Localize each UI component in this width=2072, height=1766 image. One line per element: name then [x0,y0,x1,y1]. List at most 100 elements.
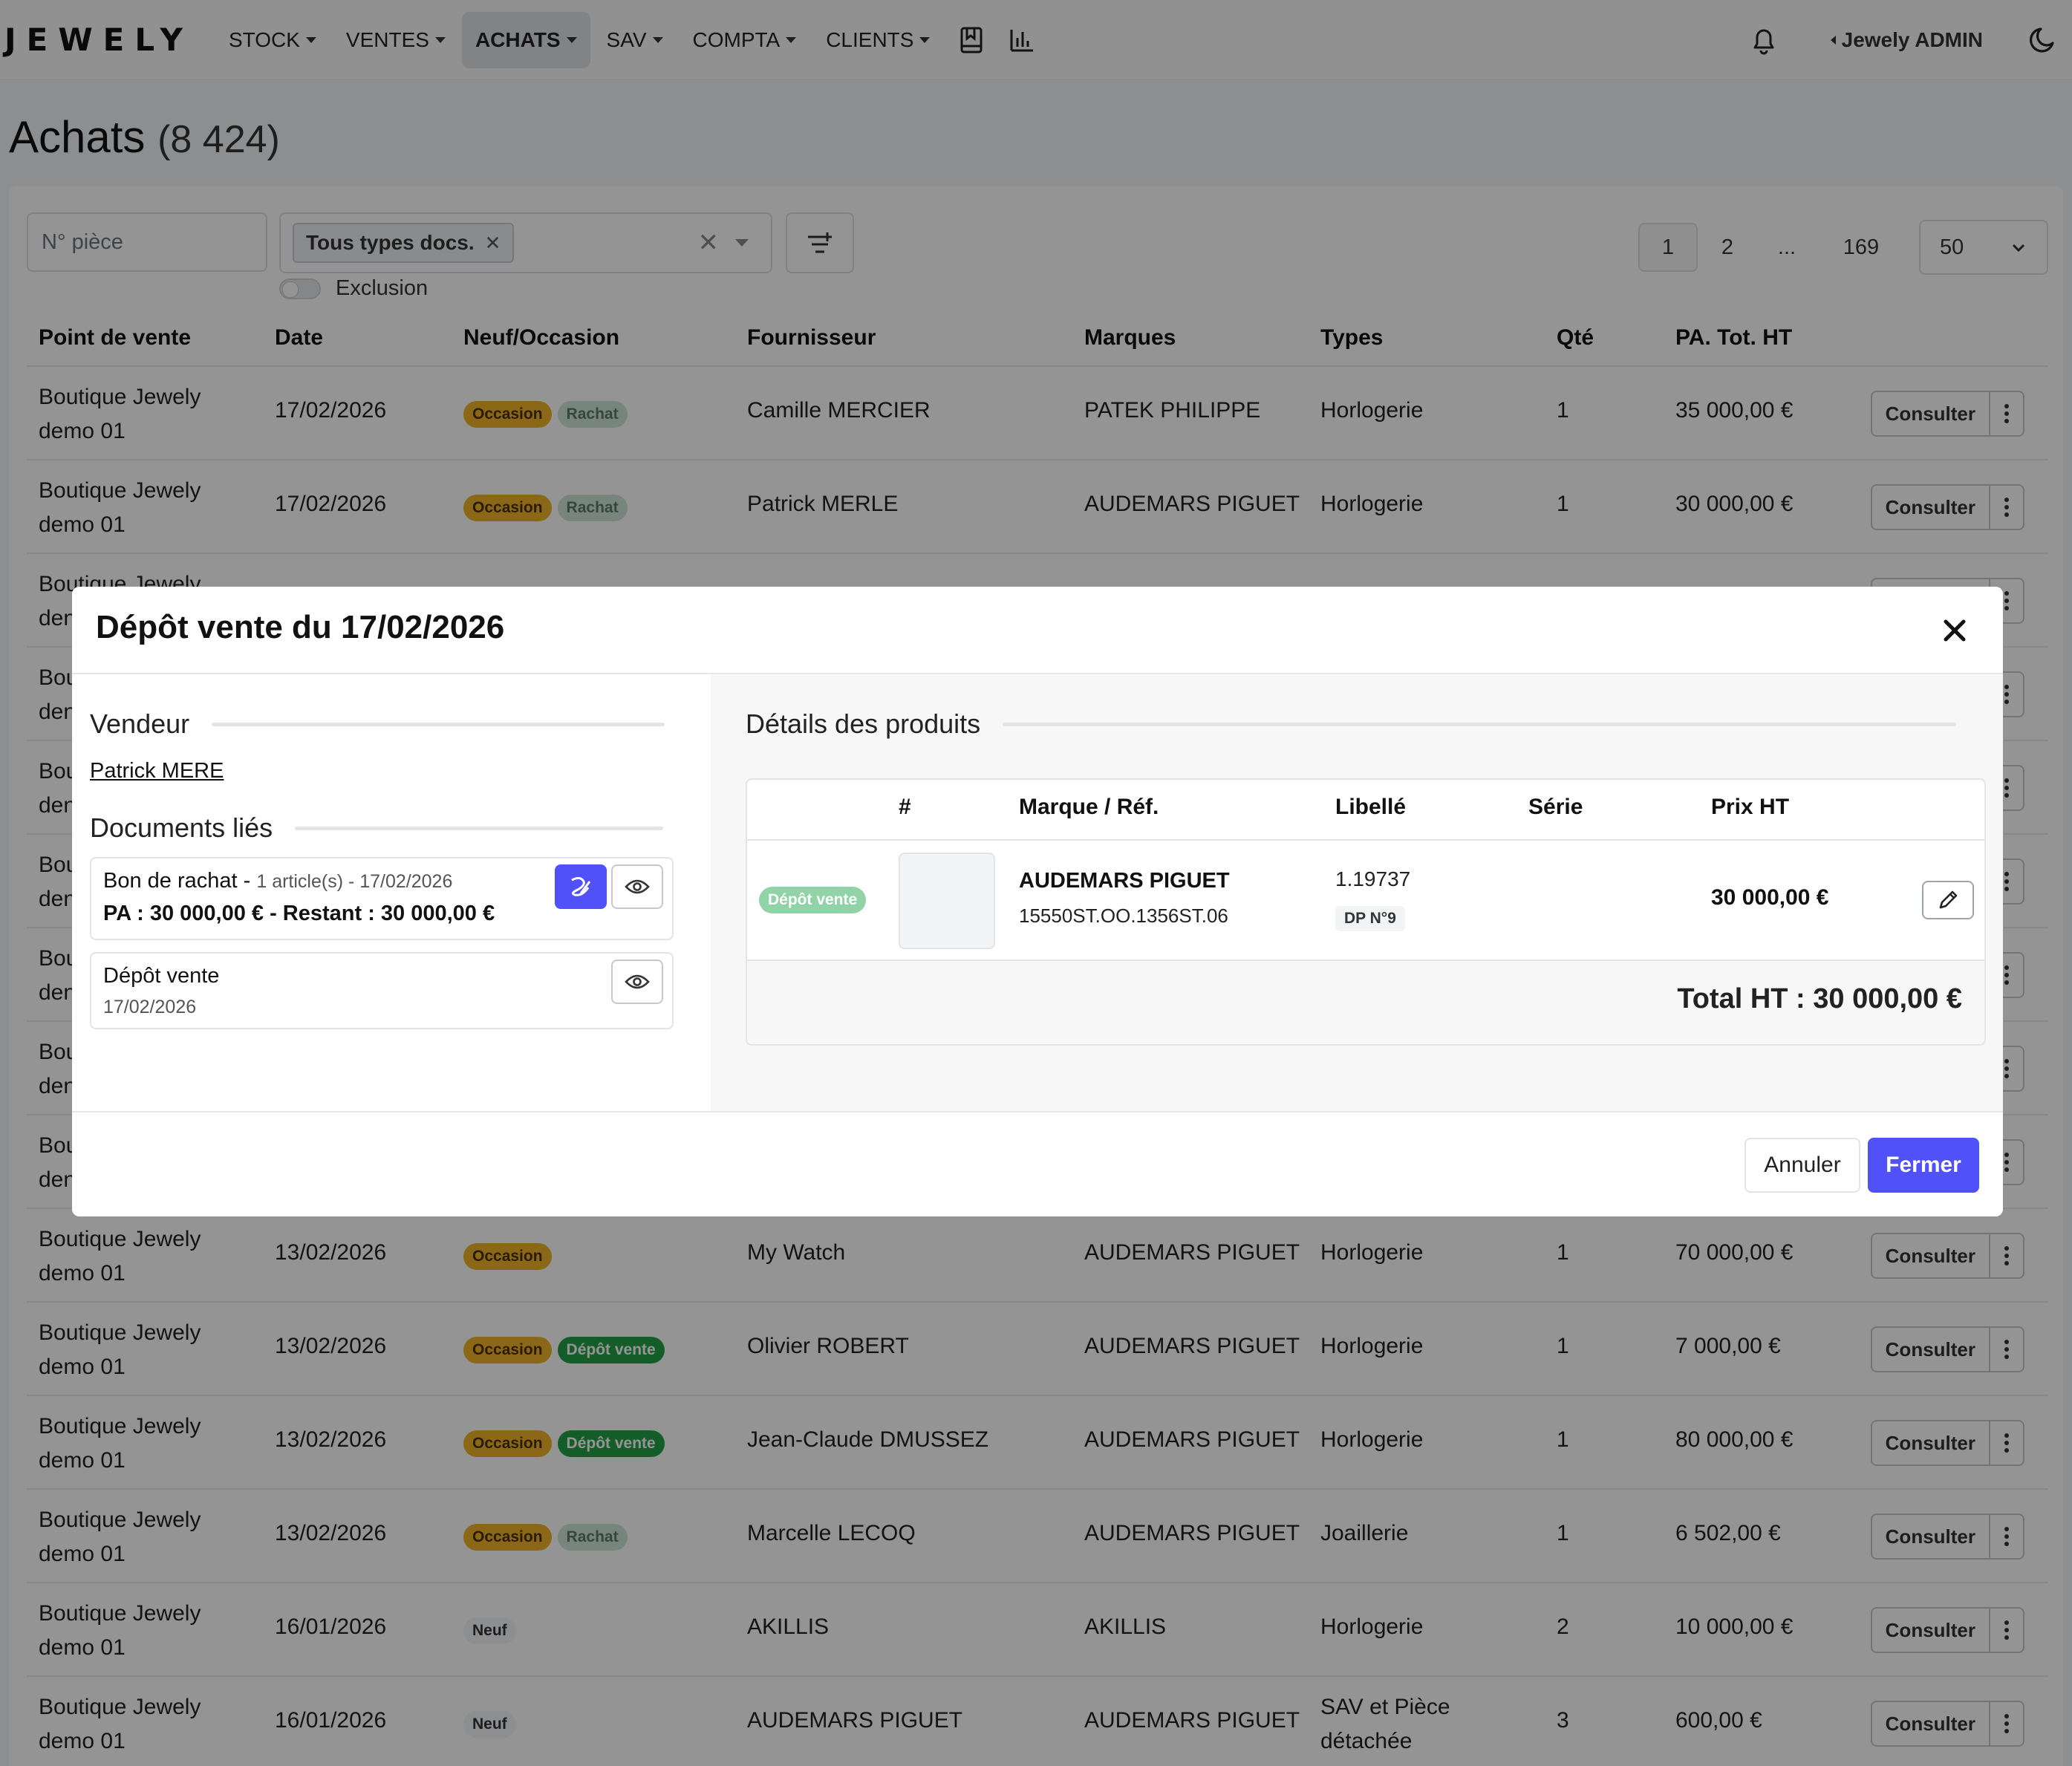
col-point-de-vente[interactable]: Point de vente [39,325,192,350]
divider [295,826,664,830]
close-button[interactable]: Fermer [1868,1138,1979,1193]
filter-settings-button[interactable] [786,212,854,273]
bell-icon[interactable] [1742,18,1786,62]
more-vertical-icon[interactable] [1990,1609,2023,1652]
pv-line2: demo 01 [39,1542,126,1566]
linked-doc-bon-de-rachat[interactable]: Bon de rachat - 1 article(s) - 17/02/202… [90,857,674,940]
user-name: Jewely ADMIN [1841,28,1983,51]
table-row[interactable]: Boutique Jewely demo 01 13/02/2026 Olivier … [27,1303,2048,1396]
status-badge: Occasion [463,1430,552,1457]
consult-button[interactable]: Consulter [1872,1421,1990,1464]
consult-button[interactable]: Consulter [1872,1609,1990,1652]
consult-button[interactable]: Consulter [1872,1515,1990,1558]
exclusion-toggle[interactable] [279,278,321,299]
col-marques[interactable]: Marques [1084,325,1176,350]
page-1-button[interactable]: 1 [1638,223,1698,272]
consult-button[interactable]: Consulter [1872,1328,1990,1371]
table-row[interactable]: Boutique Jewely demo 01 17/02/2026 Patrick … [27,460,2048,554]
bar-chart-icon[interactable] [997,12,1047,68]
menu-ventes[interactable]: VENTES [333,12,459,68]
page-2-button[interactable]: 2 [1721,235,1734,259]
row-actions: Consulter [1870,1233,2024,1279]
consult-button[interactable]: Consulter [1872,486,1990,529]
user-menu[interactable]: Jewely ADMIN [1830,28,1983,52]
status-badge: Dépôt vente [557,1337,665,1363]
consult-button[interactable]: Consulter [1872,1702,1990,1745]
view-doc-button[interactable] [611,864,663,909]
row-qty: 1 [1557,1334,1569,1358]
more-vertical-icon[interactable] [1990,1421,2023,1464]
logo[interactable]: JEWELY [4,22,193,58]
more-vertical-icon[interactable] [1990,1328,2023,1371]
doc-type-chip: Tous types docs. ✕ [293,223,515,263]
linked-doc-depot-vente[interactable]: Dépôt vente 17/02/2026 [90,952,674,1029]
table-row[interactable]: Boutique Jewely demo 01 13/02/2026 Jean-Cla… [27,1396,2048,1490]
doc2-title: Dépôt vente [103,964,220,988]
page-ellipsis: ... [1777,235,1796,259]
table-row[interactable]: Boutique Jewely demo 01 13/02/2026 Marcelle… [27,1490,2048,1583]
edit-product-button[interactable] [1922,881,1974,919]
col-qte[interactable]: Qté [1557,325,1594,350]
row-actions: Consulter [1870,1514,2024,1560]
table-row[interactable]: Boutique Jewely demo 01 17/02/2026 Camille … [27,367,2048,460]
pv-line2: den [39,700,76,724]
pv-line2: den [39,606,76,631]
more-vertical-icon[interactable] [1990,766,2023,809]
link-transfer-button[interactable] [555,864,607,909]
col-fournisseur[interactable]: Fournisseur [747,325,876,350]
consult-button[interactable]: Consulter [1872,1234,1990,1277]
row-total: 70 000,00 € [1675,1240,1794,1265]
table-row[interactable]: Boutique Jewely demo 01 16/01/2026 AKILLIS A… [27,1583,2048,1677]
col-types[interactable]: Types [1320,325,1384,350]
menu-stock[interactable]: STOCK [215,12,330,68]
more-vertical-icon[interactable] [1990,392,2023,435]
table-row[interactable]: Boutique Jewely demo 01 13/02/2026 My Watch… [27,1209,2048,1303]
chevron-down-icon [434,36,446,43]
col-neuf-occasion[interactable]: Neuf/Occasion [463,325,620,350]
row-type: Horlogerie [1320,398,1424,423]
more-vertical-icon[interactable] [1990,1234,2023,1277]
more-vertical-icon[interactable] [1990,860,2023,903]
moon-icon[interactable] [2020,18,2065,62]
clear-icon[interactable]: ✕ [697,229,720,257]
more-vertical-icon[interactable] [1990,1141,2023,1184]
row-point-de-vente: Bou den [39,661,261,729]
vendor-heading: Vendeur [90,708,665,740]
more-vertical-icon[interactable] [1990,486,2023,529]
cancel-button[interactable]: Annuler [1744,1138,1860,1193]
piece-number-placeholder: N° pièce [42,229,123,254]
col-date[interactable]: Date [275,325,324,350]
chevron-down-icon[interactable] [735,239,749,247]
doc-types-select[interactable]: Tous types docs. ✕ ✕ [279,212,772,273]
row-qty: 1 [1557,1427,1569,1452]
more-vertical-icon[interactable] [1990,1047,2023,1090]
modal-header: Dépôt vente du 17/02/2026 [72,587,2003,674]
col-pa-total-ht[interactable]: PA. Tot. HT [1675,325,1793,350]
row-badges: Occasion Rachat [463,1524,633,1551]
consult-button[interactable]: Consulter [1872,392,1990,435]
row-type: Joaillerie [1320,1521,1409,1545]
more-vertical-icon[interactable] [1990,579,2023,622]
more-vertical-icon[interactable] [1990,673,2023,716]
menu-compta[interactable]: COMPTA [680,12,810,68]
view-doc-button[interactable] [611,959,663,1004]
product-thumbnail[interactable] [899,853,995,949]
more-vertical-icon[interactable] [1990,1515,2023,1558]
menu-sav[interactable]: SAV [593,12,677,68]
table-row[interactable]: Boutique Jewely demo 01 16/01/2026 AUDEMARS… [27,1677,2048,1766]
doc-type-chip-label: Tous types docs. [306,231,475,254]
vendor-heading-text: Vendeur [90,708,190,739]
row-point-de-vente: Boutique Jewely demo 01 [39,1597,261,1665]
close-icon[interactable] [1935,610,1975,651]
per-page-select[interactable]: 50 [1919,220,2048,275]
more-vertical-icon[interactable] [1990,1702,2023,1745]
more-vertical-icon[interactable] [1990,954,2023,997]
piece-number-input[interactable]: N° pièce [27,212,267,272]
page-last-button[interactable]: 169 [1843,235,1880,259]
menu-achats[interactable]: ACHATS [461,11,590,68]
chip-remove-icon[interactable]: ✕ [484,231,501,254]
products-table: # Marque / Réf. Libellé Série Prix HT Dé… [746,778,1986,1046]
menu-clients[interactable]: CLIENTS [812,12,943,68]
bookmark-book-icon[interactable] [946,12,997,68]
vendor-link[interactable]: Patrick MERE [90,759,224,783]
